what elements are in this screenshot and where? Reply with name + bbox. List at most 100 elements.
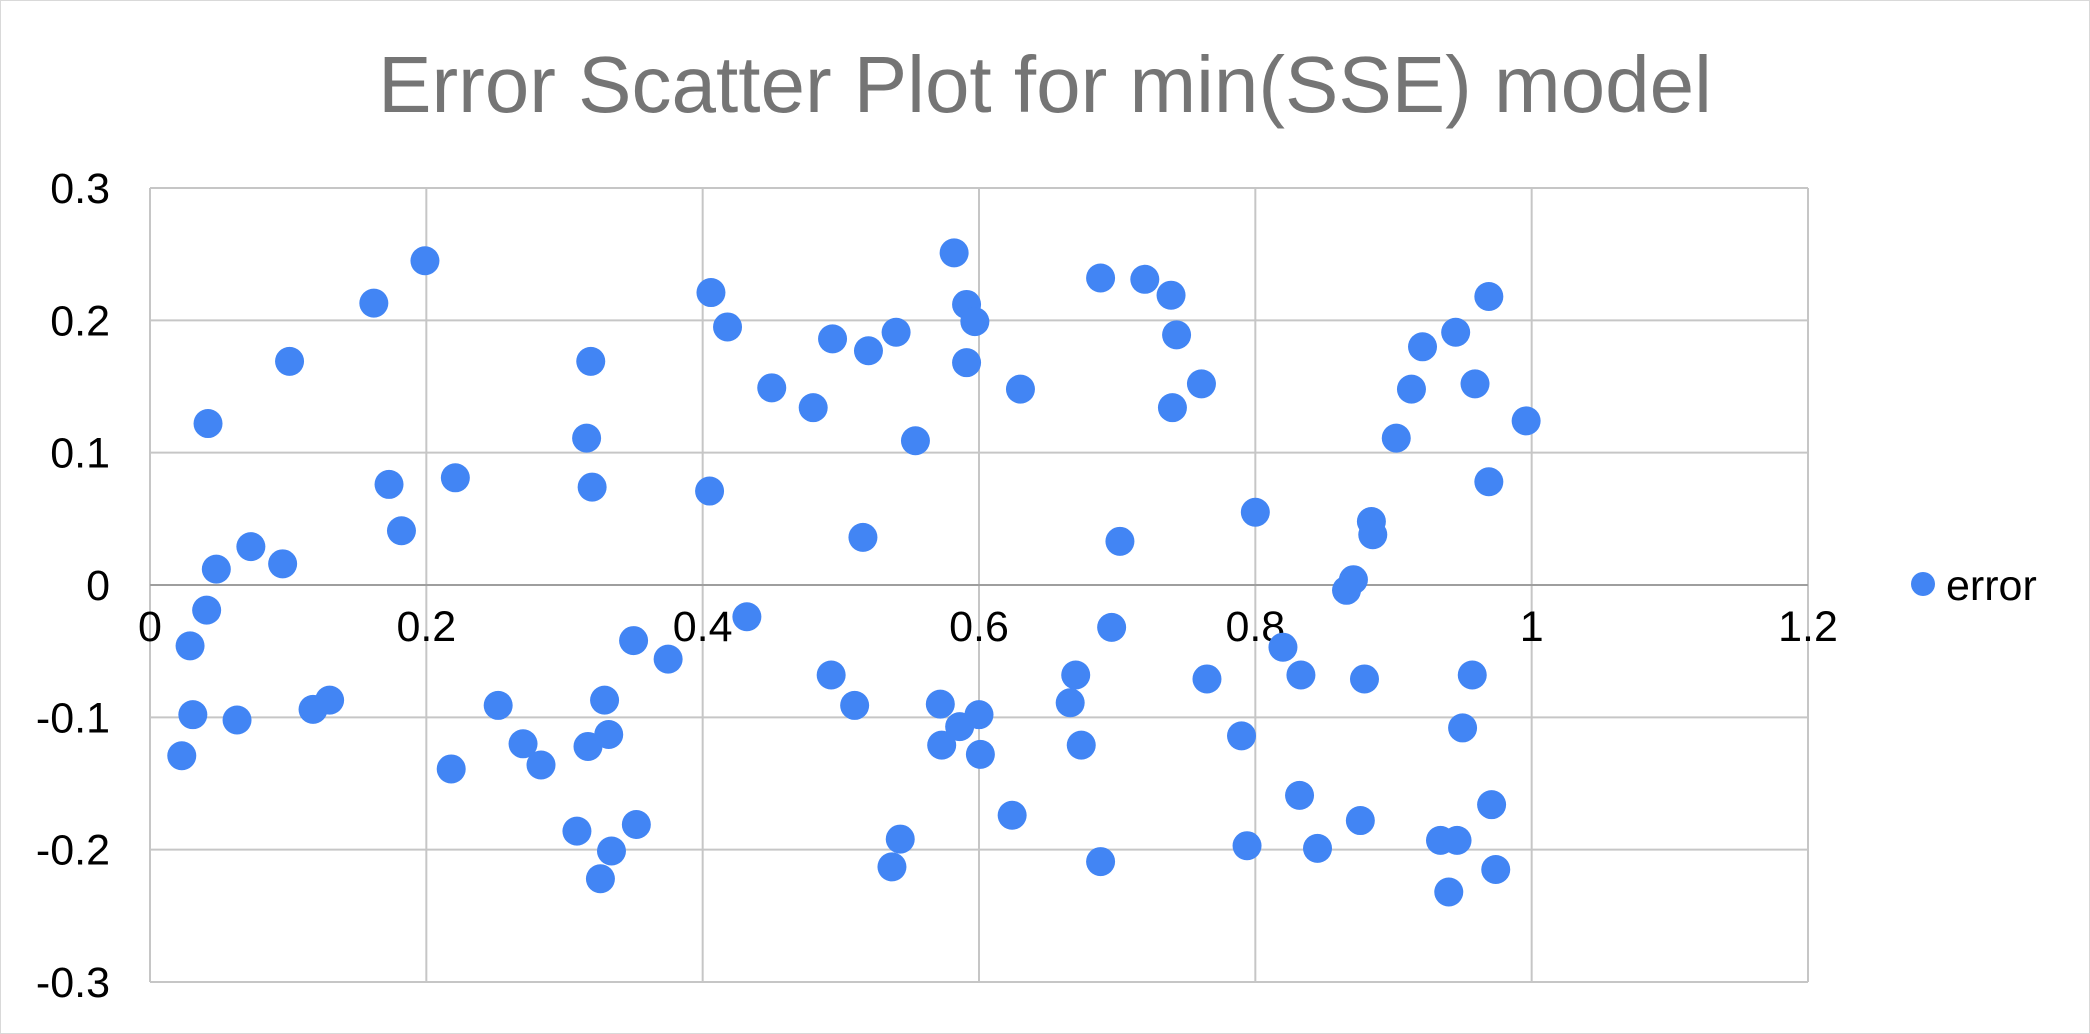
data-point (1162, 320, 1192, 350)
data-point (1066, 730, 1096, 760)
data-point (960, 307, 990, 337)
data-point (964, 700, 994, 730)
data-point (1474, 467, 1504, 497)
y-tick-label: -0.3 (36, 959, 110, 1007)
data-point (508, 729, 538, 759)
data-point (1285, 780, 1315, 810)
data-point (1349, 664, 1379, 694)
data-point (1477, 790, 1507, 820)
data-point (562, 816, 592, 846)
data-point (222, 705, 252, 735)
data-point (885, 824, 915, 854)
data-point (713, 312, 743, 342)
y-tick-label: 0.3 (50, 165, 110, 213)
data-point (1381, 423, 1411, 453)
data-point (818, 324, 848, 354)
data-point (1097, 612, 1127, 642)
data-point (576, 346, 606, 376)
data-point (1268, 632, 1298, 662)
data-point (653, 644, 683, 674)
data-point (732, 602, 762, 632)
data-point (440, 463, 470, 493)
data-point (594, 720, 624, 750)
y-tick-label: -0.1 (36, 694, 110, 742)
tick-labels: 0 0.2 0.4 0.6 0.8 1 1.20.30.20.10-0.1-0.2-0.3 (36, 165, 1838, 1007)
data-point (848, 522, 878, 552)
data-point (193, 409, 223, 439)
data-point (1130, 264, 1160, 294)
data-point (167, 741, 197, 771)
data-point (1474, 282, 1504, 312)
data-point (1303, 833, 1333, 863)
data-point (1358, 520, 1388, 550)
data-point (925, 689, 955, 719)
x-tick-label: 0.2 (396, 603, 456, 651)
data-point (816, 660, 846, 690)
data-point (965, 739, 995, 769)
data-point (386, 516, 416, 546)
x-tick-label: 1 (1520, 603, 1544, 651)
data-point (1442, 825, 1472, 855)
data-point (1286, 660, 1316, 690)
data-point (1448, 713, 1478, 743)
legend-marker-error (1911, 572, 1935, 596)
data-point (572, 423, 602, 453)
data-point (840, 690, 870, 720)
data-point (1511, 406, 1541, 436)
data-point (853, 336, 883, 366)
data-point (585, 864, 615, 894)
data-point (1192, 664, 1222, 694)
data-point (374, 469, 404, 499)
data-point (1396, 374, 1426, 404)
y-tick-label: 0.2 (50, 297, 110, 345)
data-point (877, 852, 907, 882)
data-points (167, 238, 1541, 907)
x-tick-label: 1.2 (1778, 603, 1838, 651)
chart-title: Error Scatter Plot for min(SSE) model (378, 40, 1712, 129)
data-point (590, 685, 620, 715)
data-point (997, 800, 1027, 830)
data-point (1055, 688, 1085, 718)
data-point (275, 346, 305, 376)
legend: error (1911, 562, 2037, 610)
data-point (236, 532, 266, 562)
data-point (696, 278, 726, 308)
data-point (192, 595, 222, 625)
y-tick-label: -0.2 (36, 827, 110, 875)
y-tick-label: 0 (86, 562, 110, 610)
data-point (201, 554, 231, 584)
y-tick-label: 0.1 (50, 430, 110, 478)
legend-label-error: error (1946, 562, 2037, 610)
data-point (175, 631, 205, 661)
data-point (621, 810, 651, 840)
x-tick-label: 0.6 (949, 603, 1009, 651)
data-point (268, 549, 298, 579)
data-point (1434, 877, 1464, 907)
data-point (1457, 660, 1487, 690)
data-point (798, 393, 828, 423)
data-point (1441, 317, 1471, 347)
data-point (526, 750, 556, 780)
data-point (315, 685, 345, 715)
data-point (619, 626, 649, 656)
data-point (1345, 806, 1375, 836)
data-point (1105, 526, 1135, 556)
data-point (1227, 721, 1257, 751)
data-point (1061, 660, 1091, 690)
data-point (577, 472, 607, 502)
data-point (927, 730, 957, 760)
data-point (695, 476, 725, 506)
data-point (1156, 280, 1186, 310)
data-point (1005, 374, 1035, 404)
x-tick-label: 0 (138, 603, 162, 651)
x-tick-label: 0.4 (673, 603, 733, 651)
data-point (1232, 831, 1262, 861)
data-point (939, 238, 969, 268)
data-point (483, 690, 513, 720)
data-point (757, 373, 787, 403)
data-point (178, 700, 208, 730)
data-point (900, 426, 930, 456)
data-point (436, 754, 466, 784)
